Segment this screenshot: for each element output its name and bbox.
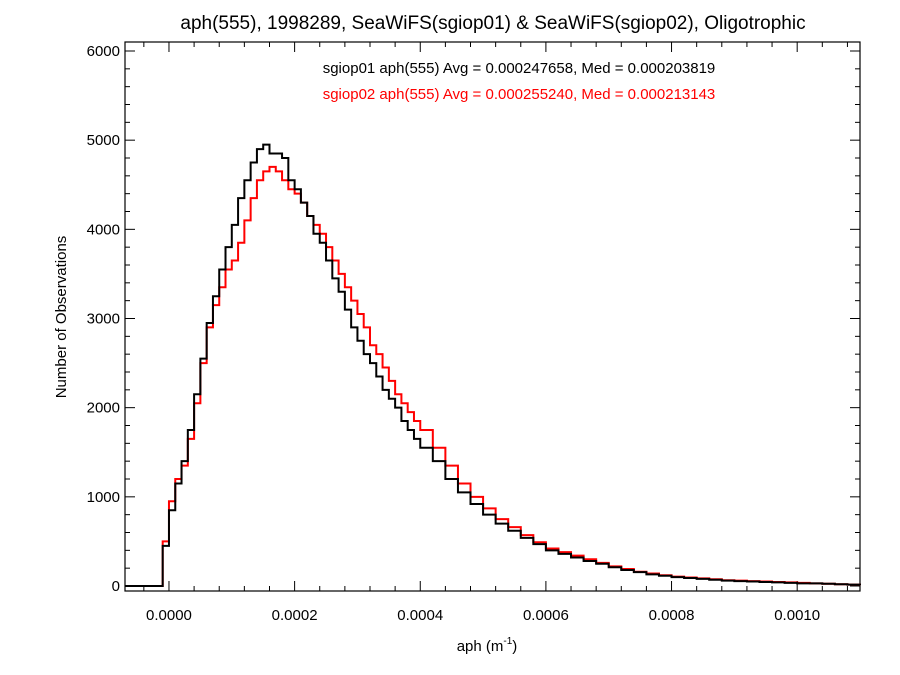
x-tick-label: 0.0006 [523, 607, 569, 624]
x-axis-label-main: aph (m [457, 638, 504, 655]
y-tick-label: 4000 [87, 221, 120, 238]
x-tick-label: 0.0004 [397, 607, 443, 624]
x-tick-label: 0.0000 [146, 607, 192, 624]
y-tick-label: 1000 [87, 489, 120, 506]
plot-frame [124, 41, 861, 592]
x-axis-label-close: ) [512, 638, 517, 655]
y-tick-label: 2000 [87, 400, 120, 417]
y-tick-label: 0 [112, 578, 120, 595]
x-axis-label: aph (m-1) [457, 636, 518, 655]
annotation-sgiop02: sgiop02 aph(555) Avg = 0.000255240, Med … [323, 86, 716, 103]
plot-area: 0 1000 2000 3000 4000 5000 6000 0.0000 0.0002 0.0… [87, 41, 861, 624]
chart-title: aph(555), 1998289, SeaWiFS(sgiop01) & Se… [180, 13, 805, 34]
x-tick-label: 0.0008 [649, 607, 695, 624]
y-tick-label: 5000 [87, 132, 120, 149]
y-tick-label: 3000 [87, 311, 120, 328]
y-tick-label: 6000 [87, 43, 120, 60]
annotation-sgiop01: sgiop01 aph(555) Avg = 0.000247658, Med … [323, 60, 716, 77]
y-axis-label: Number of Observations [53, 236, 70, 399]
series-line-sgiop02 [125, 165, 861, 587]
x-axis-label-exponent: -1 [503, 636, 512, 647]
x-tick-label: 0.0010 [774, 607, 820, 624]
x-tick-label: 0.0002 [272, 607, 318, 624]
series-line-sgiop01 [125, 143, 861, 587]
